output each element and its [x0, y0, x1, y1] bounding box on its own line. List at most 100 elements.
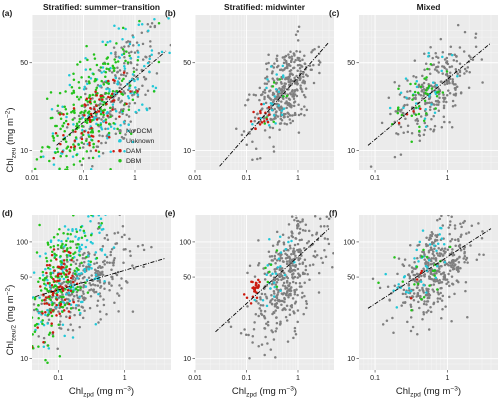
data-point-dam — [54, 131, 58, 135]
data-point-no-dcm — [301, 261, 305, 264]
data-point-dam — [111, 99, 114, 103]
data-point-no-dcm — [481, 81, 484, 84]
data-point-no-dcm — [421, 289, 425, 293]
data-point-dam — [265, 117, 269, 121]
panel-letter: (d) — [2, 208, 13, 218]
data-point-no-dcm — [458, 46, 462, 49]
data-point-dam — [62, 309, 66, 312]
data-point-no-dcm — [280, 267, 284, 270]
data-point-no-dcm — [269, 97, 272, 101]
data-point-no-dcm — [448, 77, 452, 80]
data-point-no-dcm — [482, 253, 485, 257]
data-point-no-dcm — [97, 321, 100, 324]
data-point-dbm — [52, 285, 55, 289]
data-point-no-dcm — [58, 320, 62, 323]
data-point-no-dcm — [169, 43, 171, 47]
data-point-dbm — [43, 282, 46, 285]
data-point-unknown — [439, 226, 442, 230]
data-point-no-dcm — [287, 284, 291, 288]
data-point-dbm — [89, 68, 92, 71]
data-point-no-dcm — [124, 133, 127, 136]
data-point-dam — [95, 118, 99, 121]
data-point-dbm — [72, 72, 75, 75]
data-point-unknown — [89, 77, 93, 80]
data-point-no-dcm — [406, 90, 409, 93]
data-point-dbm — [43, 287, 47, 290]
data-point-no-dcm — [273, 268, 276, 271]
data-point-no-dcm — [417, 275, 421, 279]
data-point-no-dcm — [123, 55, 126, 59]
data-point-no-dcm — [295, 79, 299, 82]
data-point-no-dcm — [453, 264, 456, 267]
data-point-dbm — [35, 251, 39, 254]
data-point-unknown — [68, 83, 72, 87]
data-point-dam — [267, 106, 271, 109]
data-point-unknown — [87, 215, 90, 218]
data-point-unknown — [67, 228, 70, 231]
data-point-no-dcm — [463, 67, 467, 71]
data-point-unknown — [100, 247, 104, 251]
data-point-dam — [42, 341, 45, 344]
data-point-no-dcm — [270, 282, 274, 286]
data-point-no-dcm — [75, 290, 79, 294]
data-point-no-dcm — [399, 153, 403, 156]
data-point-no-dcm — [317, 291, 321, 294]
data-point-dam — [263, 120, 266, 123]
data-point-unknown — [151, 84, 155, 88]
data-point-no-dcm — [428, 72, 432, 75]
data-point-no-dcm — [100, 141, 103, 145]
data-point-no-dcm — [284, 285, 287, 288]
data-point-dbm — [32, 333, 34, 336]
data-point-no-dcm — [88, 306, 92, 310]
data-point-dbm — [103, 212, 106, 215]
data-point-no-dcm — [459, 235, 462, 238]
data-point-dam — [68, 268, 71, 271]
data-point-no-dcm — [288, 56, 291, 59]
data-point-no-dcm — [128, 237, 131, 241]
data-point-no-dcm — [123, 233, 126, 237]
data-point-dbm — [74, 272, 77, 276]
data-point-no-dcm — [280, 274, 284, 278]
data-point-no-dcm — [116, 71, 119, 74]
data-point-unknown — [419, 280, 423, 284]
data-point-no-dcm — [120, 287, 123, 290]
data-point-no-dcm — [407, 283, 411, 286]
data-point-dam — [89, 112, 93, 116]
data-point-unknown — [86, 208, 89, 211]
data-point-dam — [419, 271, 423, 275]
data-point-unknown — [89, 263, 92, 266]
data-point-dbm — [263, 122, 267, 125]
data-point-no-dcm — [100, 118, 103, 121]
data-point-dam — [108, 136, 111, 139]
data-point-no-dcm — [385, 319, 389, 323]
data-point-dam — [88, 144, 91, 147]
data-point-no-dcm — [118, 111, 121, 114]
data-point-no-dcm — [254, 313, 258, 316]
data-point-unknown — [79, 311, 82, 315]
data-point-dbm — [285, 94, 289, 98]
data-point-no-dcm — [453, 227, 457, 230]
data-point-no-dcm — [290, 305, 294, 309]
data-point-dbm — [401, 280, 405, 283]
data-point-dbm — [87, 135, 91, 138]
data-point-dam — [48, 303, 51, 306]
data-point-no-dcm — [129, 254, 132, 258]
data-point-no-dcm — [462, 247, 466, 251]
data-point-no-dcm — [105, 233, 109, 237]
data-point-no-dcm — [295, 49, 298, 53]
data-point-no-dcm — [75, 294, 79, 297]
data-point-dam — [47, 295, 50, 299]
data-point-no-dcm — [430, 242, 434, 246]
data-point-no-dcm — [416, 119, 420, 123]
data-point-unknown — [72, 123, 75, 126]
data-point-dbm — [400, 113, 404, 117]
data-point-dam — [43, 298, 46, 302]
data-point-no-dcm — [56, 109, 59, 113]
data-point-unknown — [424, 264, 428, 268]
data-point-dbm — [62, 295, 65, 299]
data-point-unknown — [137, 43, 141, 47]
data-point-dbm — [269, 263, 273, 266]
data-point-no-dcm — [434, 52, 437, 55]
data-point-dbm — [100, 79, 103, 83]
